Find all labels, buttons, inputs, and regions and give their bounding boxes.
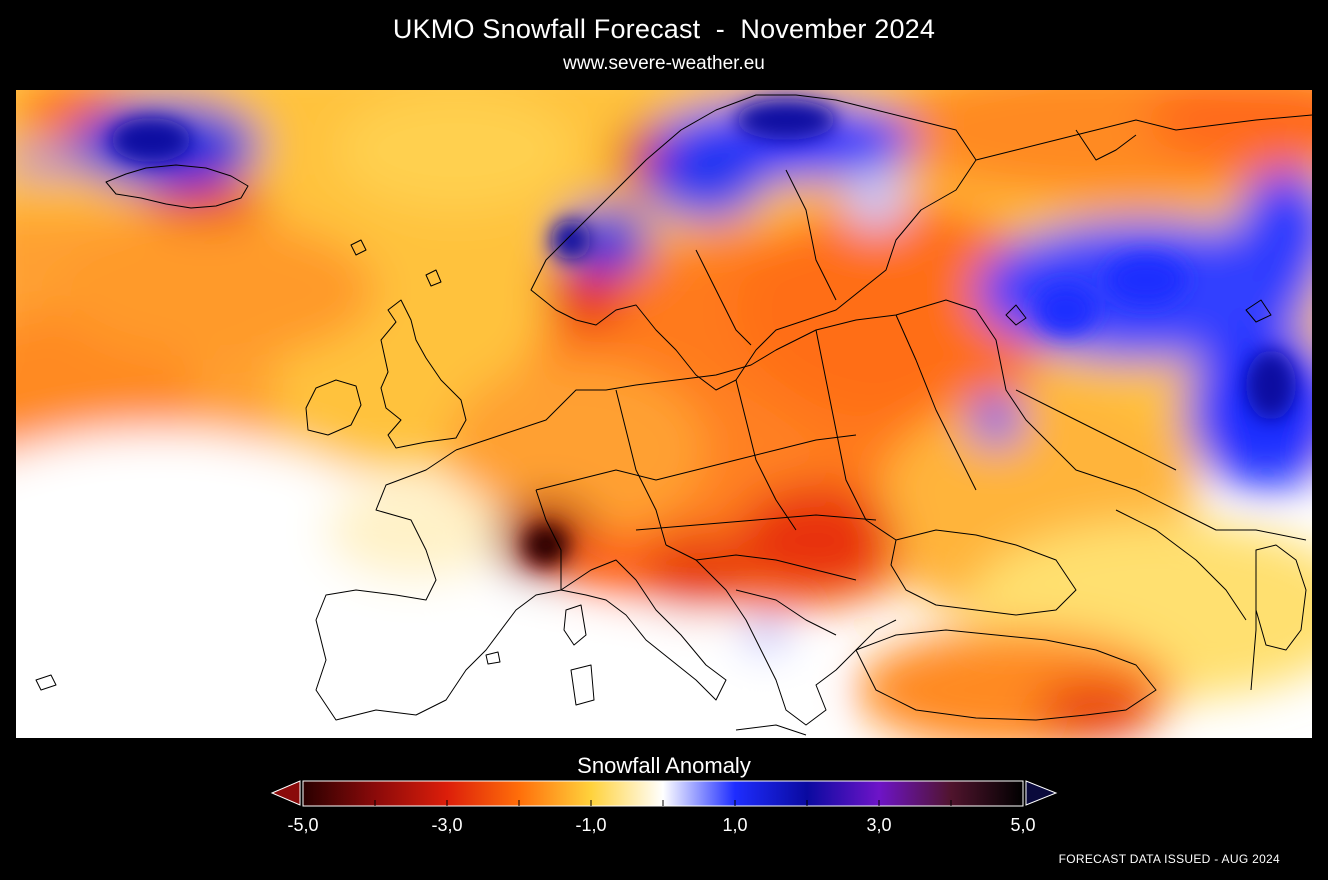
scale-max-arrow: [1025, 780, 1058, 806]
source-url: www.severe-weather.eu: [563, 53, 765, 74]
legend-tick-label: 1,0: [722, 815, 748, 835]
anomaly-map: [16, 90, 1312, 738]
legend-tick-label: -3,0: [431, 815, 463, 835]
legend-tick-label: -1,0: [575, 815, 607, 835]
scale-tick-marks: [374, 800, 952, 806]
color-scale-bar: [270, 780, 1060, 815]
legend-title: Snowfall Anomaly: [577, 753, 751, 778]
map-canvas: [16, 90, 1312, 738]
map-title: UKMO Snowfall Forecast - November 2024: [392, 14, 936, 44]
anomaly-field: [16, 90, 1312, 738]
legend-tick-label: 5,0: [1010, 815, 1036, 835]
forecast-issued-note: FORECAST DATA ISSUED - AUG 2024: [1058, 852, 1280, 866]
legend-tick-label: 3,0: [866, 815, 892, 835]
legend-tick-label: -5,0: [287, 815, 319, 835]
coastlines: [35, 94, 1312, 736]
color-scale-svg: [270, 780, 1058, 807]
scale-min-arrow: [270, 780, 301, 806]
